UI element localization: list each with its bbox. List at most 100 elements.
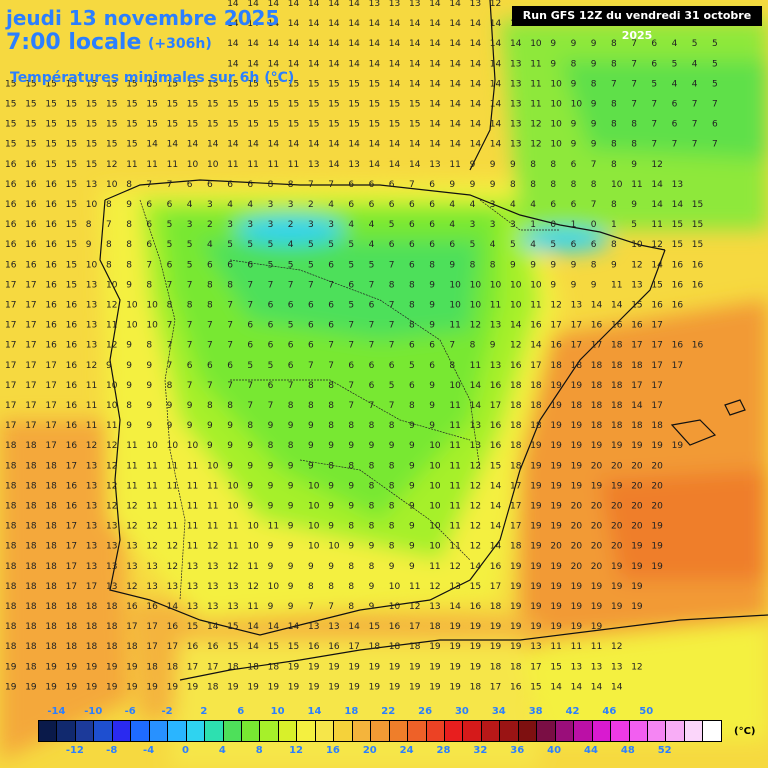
grid-value: 14 <box>308 39 320 49</box>
grid-value: 17 <box>66 522 77 532</box>
grid-value: 10 <box>106 180 118 190</box>
grid-value: 20 <box>611 522 623 532</box>
legend-swatch <box>703 721 721 741</box>
grid-value: 10 <box>126 321 138 331</box>
grid-value: 11 <box>530 59 541 69</box>
grid-value: 18 <box>45 502 57 512</box>
grid-value: 8 <box>328 381 334 391</box>
grid-value: 18 <box>5 642 17 652</box>
grid-value: 18 <box>591 401 603 411</box>
grid-value: 5 <box>369 260 375 270</box>
grid-value: 4 <box>348 220 354 230</box>
grid-value: 12 <box>470 502 481 512</box>
grid-value: 14 <box>449 79 461 89</box>
grid-value: 17 <box>5 321 16 331</box>
grid-value: 14 <box>348 19 360 29</box>
grid-value: 10 <box>328 542 340 552</box>
grid-value: 14 <box>328 160 340 170</box>
grid-value: 19 <box>66 682 78 692</box>
grid-value: 14 <box>470 401 482 411</box>
grid-value: 19 <box>550 381 562 391</box>
grid-value: 9 <box>369 441 375 451</box>
grid-value: 8 <box>146 280 152 290</box>
grid-value: 19 <box>45 682 57 692</box>
grid-value: 14 <box>490 59 502 69</box>
grid-value: 19 <box>651 562 663 572</box>
grid-value: 12 <box>651 240 662 250</box>
legend-label-top: 30 <box>454 706 469 717</box>
grid-value: 18 <box>571 401 583 411</box>
grid-value: 15 <box>187 120 198 130</box>
legend-swatch <box>278 721 298 741</box>
grid-value: 14 <box>449 39 461 49</box>
grid-value: 10 <box>429 481 441 491</box>
grid-value: 10 <box>106 381 118 391</box>
grid-value: 7 <box>651 100 657 110</box>
grid-value: 15 <box>66 200 77 210</box>
grid-value: 10 <box>389 582 401 592</box>
grid-value: 16 <box>167 622 179 632</box>
grid-value: 10 <box>429 441 441 451</box>
grid-value: 6 <box>369 200 375 210</box>
grid-value: 19 <box>328 662 340 672</box>
grid-value: 20 <box>611 542 623 552</box>
grid-value: 8 <box>106 200 112 210</box>
grid-value: 15 <box>247 79 258 89</box>
grid-value: 16 <box>25 200 37 210</box>
grid-value: 14 <box>510 39 522 49</box>
legend-swatch <box>149 721 169 741</box>
grid-value: 8 <box>126 260 132 270</box>
grid-value: 8 <box>611 100 617 110</box>
grid-value: 14 <box>409 160 421 170</box>
grid-value: 10 <box>530 39 542 49</box>
grid-value: 13 <box>146 582 157 592</box>
grid-value: 11 <box>550 642 561 652</box>
grid-value: 4 <box>510 200 516 210</box>
grid-value: 19 <box>631 602 643 612</box>
grid-value: 17 <box>631 341 642 351</box>
grid-value: 20 <box>611 502 623 512</box>
grid-value: 19 <box>550 582 562 592</box>
grid-value: 11 <box>530 79 541 89</box>
grid-value: 7 <box>167 361 173 371</box>
grid-value: 2 <box>207 220 213 230</box>
grid-value: 15 <box>207 120 218 130</box>
region-border-b <box>230 379 471 441</box>
grid-value: 15 <box>227 100 238 110</box>
grid-value: 6 <box>146 220 152 230</box>
grid-value: 6 <box>389 180 395 190</box>
grid-value: 11 <box>227 542 238 552</box>
grid-value: 5 <box>187 240 193 250</box>
grid-value: 19 <box>611 441 623 451</box>
grid-value: 19 <box>490 622 502 632</box>
legend-label-top: 38 <box>528 706 543 717</box>
grid-value: 9 <box>268 562 274 572</box>
grid-value: 11 <box>207 522 218 532</box>
grid-value: 8 <box>86 220 92 230</box>
grid-value: 19 <box>510 642 522 652</box>
grid-value: 14 <box>449 59 461 69</box>
grid-value: 10 <box>187 441 199 451</box>
legend-swatch <box>315 721 335 741</box>
grid-value: 19 <box>530 522 542 532</box>
grid-value: 11 <box>470 361 481 371</box>
grid-value: 14 <box>308 59 320 69</box>
grid-value: 17 <box>167 642 178 652</box>
grid-value: 10 <box>308 522 320 532</box>
grid-value: 9 <box>86 240 92 250</box>
grid-value: 6 <box>288 341 294 351</box>
grid-value: 7 <box>672 140 678 150</box>
grid-value: 17 <box>651 341 662 351</box>
grid-value: 9 <box>591 120 597 130</box>
grid-value: 6 <box>348 280 354 290</box>
grid-value: 16 <box>66 481 78 491</box>
grid-value: 9 <box>328 562 334 572</box>
grid-value: 16 <box>66 321 78 331</box>
grid-value: 16 <box>25 220 37 230</box>
legend-label-top: -14 <box>47 706 66 717</box>
grid-value: 11 <box>651 220 662 230</box>
grid-value: 9 <box>207 441 213 451</box>
grid-value: 9 <box>328 481 334 491</box>
legend-label-bottom: 52 <box>657 745 672 756</box>
grid-value: 14 <box>207 622 219 632</box>
